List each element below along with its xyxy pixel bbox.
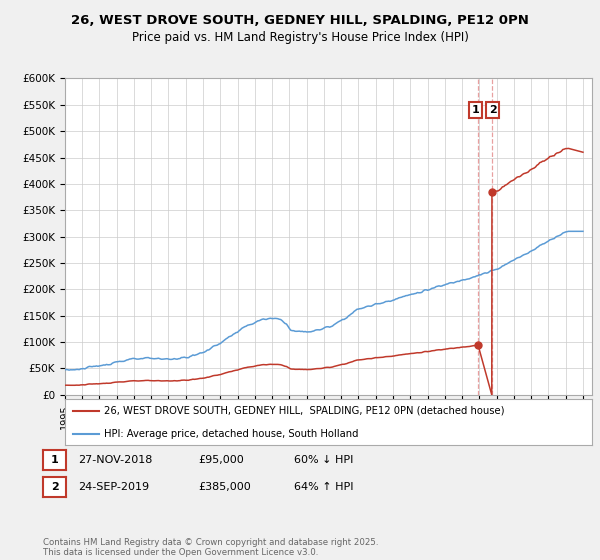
Text: 2: 2	[489, 105, 497, 115]
Text: £385,000: £385,000	[198, 482, 251, 492]
Text: Price paid vs. HM Land Registry's House Price Index (HPI): Price paid vs. HM Land Registry's House …	[131, 31, 469, 44]
Text: 1: 1	[51, 455, 58, 465]
Text: 64% ↑ HPI: 64% ↑ HPI	[294, 482, 353, 492]
Text: 2: 2	[51, 482, 58, 492]
Text: 26, WEST DROVE SOUTH, GEDNEY HILL, SPALDING, PE12 0PN: 26, WEST DROVE SOUTH, GEDNEY HILL, SPALD…	[71, 14, 529, 27]
Text: Contains HM Land Registry data © Crown copyright and database right 2025.
This d: Contains HM Land Registry data © Crown c…	[43, 538, 379, 557]
Text: 60% ↓ HPI: 60% ↓ HPI	[294, 455, 353, 465]
Text: 27-NOV-2018: 27-NOV-2018	[78, 455, 152, 465]
Text: 24-SEP-2019: 24-SEP-2019	[78, 482, 149, 492]
Text: HPI: Average price, detached house, South Holland: HPI: Average price, detached house, Sout…	[104, 429, 359, 438]
Text: £95,000: £95,000	[198, 455, 244, 465]
Text: 1: 1	[472, 105, 479, 115]
Text: 26, WEST DROVE SOUTH, GEDNEY HILL,  SPALDING, PE12 0PN (detached house): 26, WEST DROVE SOUTH, GEDNEY HILL, SPALD…	[104, 406, 505, 416]
